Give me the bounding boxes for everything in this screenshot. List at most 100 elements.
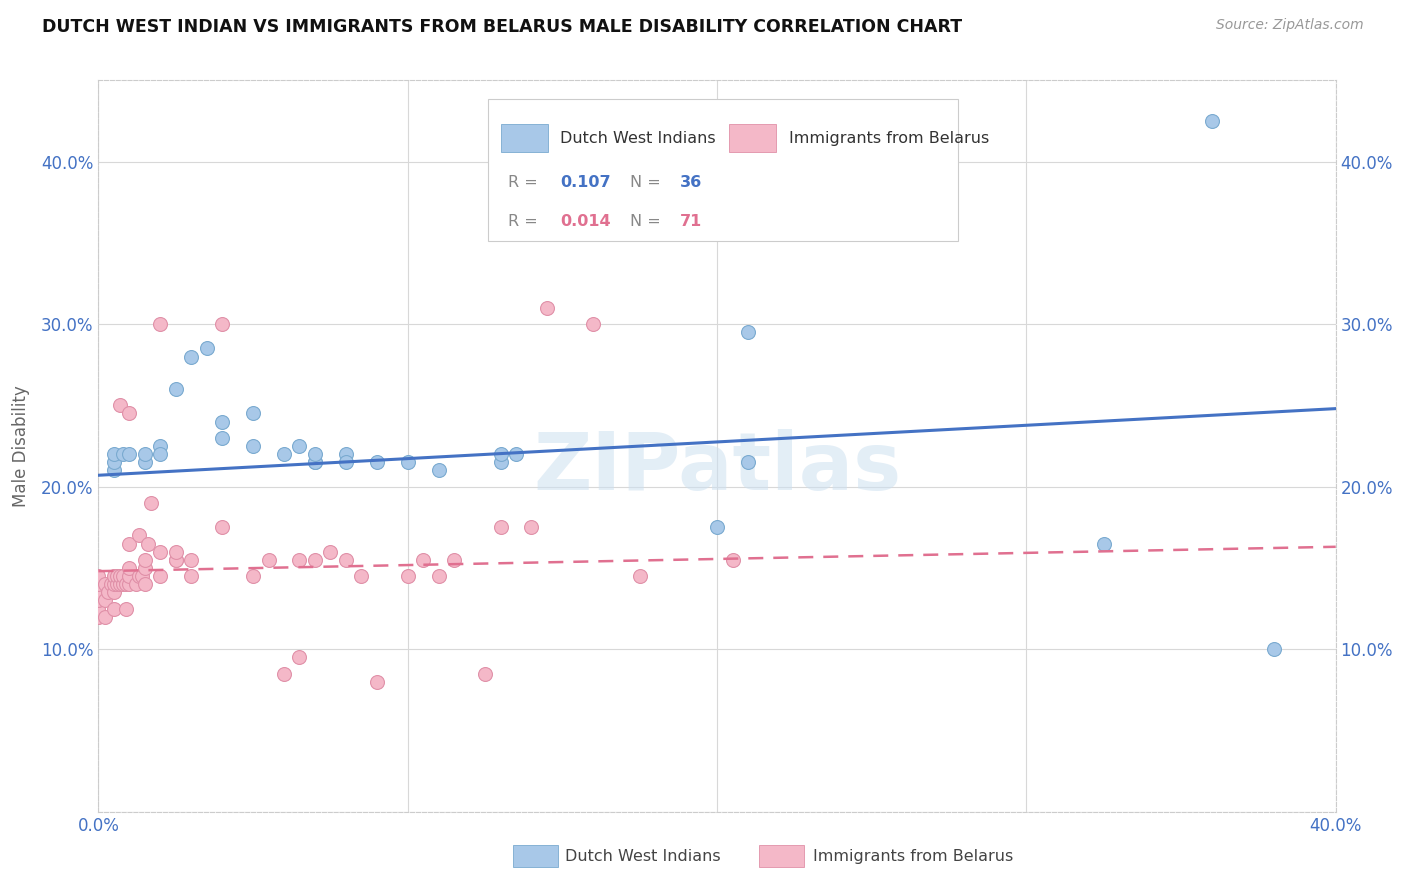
Point [87,577,110,591]
Point [128,528,150,542]
Point [108,569,131,583]
Point [103,569,125,583]
Point [131,569,153,583]
Point [319,544,342,558]
Point [706,520,728,534]
Text: N =: N = [630,175,666,190]
Point [87,593,110,607]
Point [103,455,125,469]
Point [1263,642,1285,657]
Point [211,520,233,534]
Point [118,561,141,575]
Text: N =: N = [630,214,666,229]
Point [335,447,357,461]
Point [165,553,187,567]
Text: ZIPatlas: ZIPatlas [533,429,901,507]
Point [628,569,651,583]
Point [112,577,135,591]
Point [118,536,141,550]
Point [211,431,233,445]
Point [139,496,162,510]
Point [103,601,125,615]
Text: DUTCH WEST INDIAN VS IMMIGRANTS FROM BELARUS MALE DISABILITY CORRELATION CHART: DUTCH WEST INDIAN VS IMMIGRANTS FROM BEL… [42,18,962,36]
Point [335,455,357,469]
Point [118,407,141,421]
Point [105,569,128,583]
Point [273,447,295,461]
Text: Source: ZipAtlas.com: Source: ZipAtlas.com [1216,18,1364,32]
Point [118,569,141,583]
Point [134,455,156,469]
Point [273,666,295,681]
Point [721,553,744,567]
Point [118,577,141,591]
Point [118,447,141,461]
Point [737,325,759,339]
Point [211,415,233,429]
Point [136,536,159,550]
Point [366,455,388,469]
Point [304,455,326,469]
Point [115,601,138,615]
Point [103,447,125,461]
FancyBboxPatch shape [488,99,959,241]
Point [304,447,326,461]
Point [1092,536,1115,550]
Point [335,553,357,567]
Point [489,447,512,461]
Point [489,520,512,534]
FancyBboxPatch shape [730,124,776,152]
Text: 0.107: 0.107 [560,175,610,190]
Y-axis label: Male Disability: Male Disability [11,385,30,507]
Point [180,350,202,364]
Point [288,439,311,453]
Point [93,609,115,624]
Point [149,544,172,558]
Point [427,463,450,477]
Text: 0.014: 0.014 [560,214,610,229]
Point [134,561,156,575]
Point [242,569,264,583]
Point [474,666,496,681]
Point [97,585,120,599]
Point [108,577,131,591]
Point [87,601,110,615]
Point [304,455,326,469]
Point [100,577,122,591]
Point [396,569,419,583]
Text: 71: 71 [681,214,702,229]
Point [149,569,172,583]
Point [93,593,115,607]
Point [1201,114,1223,128]
Point [103,463,125,477]
Point [489,455,512,469]
Point [112,447,135,461]
Point [180,569,202,583]
Point [165,553,187,567]
Point [87,585,110,599]
Point [165,544,187,558]
Point [211,317,233,331]
Point [134,447,156,461]
Point [195,342,218,356]
Point [582,317,605,331]
Point [350,569,373,583]
Point [108,398,131,412]
Point [103,585,125,599]
Point [87,609,110,624]
Point [505,447,527,461]
FancyBboxPatch shape [501,124,547,152]
Point [165,382,187,396]
Point [112,569,135,583]
Point [93,577,115,591]
Text: R =: R = [508,175,543,190]
Text: Immigrants from Belarus: Immigrants from Belarus [813,849,1012,863]
Point [149,317,172,331]
Point [257,553,280,567]
Point [242,439,264,453]
Point [87,569,110,583]
Point [128,569,150,583]
Point [427,569,450,583]
Text: Dutch West Indians: Dutch West Indians [560,130,716,145]
Text: Immigrants from Belarus: Immigrants from Belarus [789,130,988,145]
